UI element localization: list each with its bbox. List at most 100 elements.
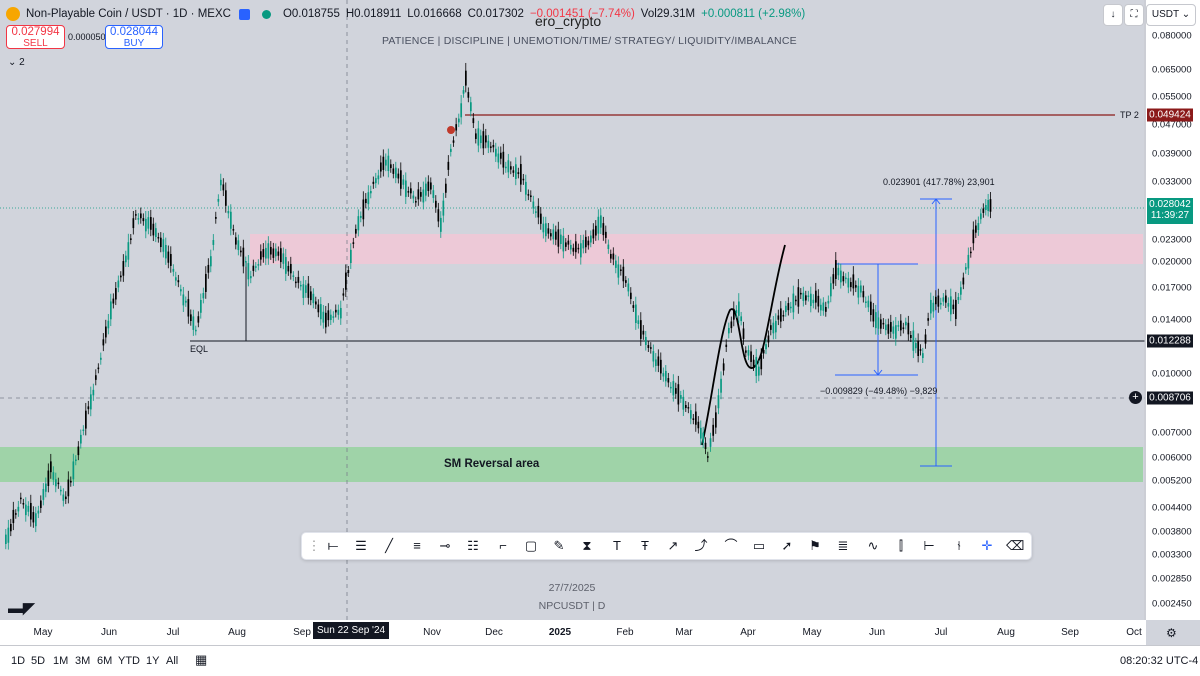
candle-body xyxy=(275,248,277,257)
candle-body xyxy=(362,199,365,220)
candle-body xyxy=(82,429,85,432)
candle-body xyxy=(307,283,310,298)
candle-body xyxy=(97,367,100,370)
drag-handle-icon[interactable]: ⋮ xyxy=(307,538,321,553)
candle-body xyxy=(257,264,260,266)
crosshair-price-label: 0.008706 xyxy=(1147,391,1193,405)
date-range-calendar-icon[interactable]: ▦ xyxy=(195,652,208,667)
crosshair-icon[interactable]: ✛ xyxy=(981,538,993,553)
candle-body xyxy=(230,211,232,229)
path-icon[interactable]: ⤴ xyxy=(694,538,708,553)
rectangle-icon[interactable]: ▢ xyxy=(524,538,538,553)
fib-levels-icon[interactable]: ☷ xyxy=(467,538,479,553)
candle-body xyxy=(675,388,677,394)
callout-icon[interactable]: ⌐ xyxy=(499,538,507,553)
candle-body xyxy=(245,260,247,263)
indicators-count: 2 xyxy=(19,57,25,68)
candle-body xyxy=(57,482,60,485)
range-button-all[interactable]: All xyxy=(166,655,179,667)
download-icon[interactable]: ↓ xyxy=(1103,4,1123,26)
range-button-5d[interactable]: 5D xyxy=(31,655,46,667)
candle-body xyxy=(870,301,872,316)
candle-body xyxy=(987,199,990,212)
indicators-toggle[interactable]: ⌄ 2 xyxy=(8,57,25,68)
tradingview-logo-icon[interactable]: ▬◤ xyxy=(8,600,35,617)
candle-body xyxy=(492,144,495,148)
candle-body xyxy=(287,265,290,272)
candle-body xyxy=(982,208,985,213)
eraser-icon[interactable]: ⌫ xyxy=(1006,538,1025,553)
settings-gear-icon[interactable]: ⚙ xyxy=(1166,626,1177,640)
brush-icon[interactable]: ✎ xyxy=(553,538,565,553)
candle-body xyxy=(900,320,902,331)
candle-body xyxy=(432,190,435,198)
candle-body xyxy=(862,291,865,298)
price-tick: 0.080000 xyxy=(1152,30,1192,42)
sell-button[interactable]: 0.027994 SELL xyxy=(6,25,65,49)
time-tick: Sep xyxy=(293,627,311,638)
candle-body xyxy=(662,373,665,377)
candle-body xyxy=(962,277,965,285)
candle-body xyxy=(480,135,482,144)
buy-price: 0.028044 xyxy=(110,26,158,38)
candle-body xyxy=(285,257,287,274)
arrow-line-icon[interactable]: ↗ xyxy=(667,538,679,553)
candle-body xyxy=(552,229,555,240)
symbol-title[interactable]: Non-Playable Coin / USDT · 1D · MEXC xyxy=(26,8,231,20)
range-button-1d[interactable]: 1D xyxy=(11,655,26,667)
candle-body xyxy=(112,298,115,304)
ohlc-low: L0.016668 xyxy=(407,8,462,20)
gann-fan-icon[interactable]: ≣ xyxy=(837,538,849,553)
elliott-wave-icon[interactable]: ∿ xyxy=(867,538,879,553)
symbol-legend[interactable]: Non-Playable Coin / USDT · 1D · MEXC O0.… xyxy=(6,6,805,22)
text-icon[interactable]: T xyxy=(613,538,621,553)
range-button-ytd[interactable]: YTD xyxy=(118,655,140,667)
trend-line-icon[interactable]: ╱ xyxy=(385,538,393,553)
flag-marker-icon[interactable]: ⚑ xyxy=(809,538,821,553)
candle-body xyxy=(842,276,845,282)
candle-body xyxy=(170,254,172,266)
buy-button[interactable]: 0.028044 BUY xyxy=(105,25,163,49)
range-button-3m[interactable]: 3M xyxy=(75,655,91,667)
pattern-icon[interactable]: ⧗ xyxy=(582,538,592,553)
fib-retracement-icon[interactable]: ☰ xyxy=(355,538,367,553)
candle-body xyxy=(12,509,15,524)
date-range-icon[interactable]: ⊢ xyxy=(923,538,935,553)
candle-body xyxy=(733,308,735,320)
range-button-1y[interactable]: 1Y xyxy=(146,655,160,667)
candle-body xyxy=(67,479,70,497)
candle-body xyxy=(837,267,840,276)
candle-body xyxy=(495,148,497,157)
anchored-text-icon[interactable]: Ŧ xyxy=(641,538,649,553)
candle-body xyxy=(235,237,237,245)
candle-body xyxy=(577,247,580,250)
fullscreen-icon[interactable]: ⛶ xyxy=(1124,4,1144,26)
clock[interactable]: 08:20:32 UTC-4 xyxy=(1120,655,1199,667)
price-range-icon[interactable]: ⫮ xyxy=(957,538,961,553)
parallel-channel-icon[interactable]: ≡ xyxy=(413,538,421,553)
arrow-marker-icon[interactable]: ➚ xyxy=(781,538,793,553)
horizontal-ray-icon[interactable]: ⟝ xyxy=(327,538,339,553)
bottom-toolbar: 1D 5D 1M 3M 6M YTD 1Y All ▦ 08:20:32 UTC-4 xyxy=(0,645,1200,676)
candle-body xyxy=(550,233,552,237)
candle-body xyxy=(75,459,77,462)
comment-icon[interactable]: ▭ xyxy=(752,538,766,553)
horizontal-line-icon[interactable]: ⊸ xyxy=(439,538,451,553)
candle-body xyxy=(895,325,897,339)
currency-value: USDT xyxy=(1151,9,1179,20)
candle-body xyxy=(980,213,982,220)
countdown: 11:39:27 xyxy=(1150,210,1190,221)
add-alert-icon[interactable]: + xyxy=(1129,391,1142,404)
candle-body xyxy=(5,534,7,544)
time-tick: Dec xyxy=(485,627,503,638)
candle-body xyxy=(27,505,30,512)
range-button-6m[interactable]: 6M xyxy=(97,655,113,667)
long-position-icon[interactable]: ⫿ xyxy=(898,538,904,553)
curve-icon[interactable]: ⌒ xyxy=(724,538,738,553)
range-button-1m[interactable]: 1M xyxy=(53,655,69,667)
price-tick: 0.023000 xyxy=(1152,234,1192,246)
currency-select[interactable]: USDT ⌄ xyxy=(1146,4,1196,26)
candle-body xyxy=(542,223,545,233)
candle-body xyxy=(747,350,750,356)
